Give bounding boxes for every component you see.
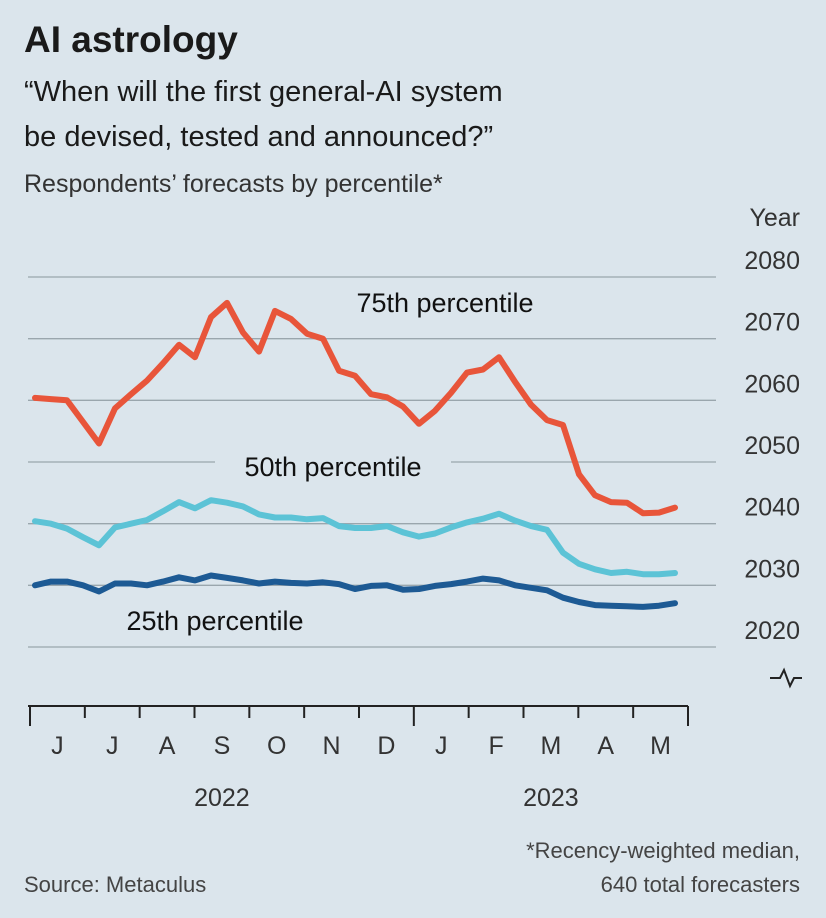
series-label: 75th percentile xyxy=(356,288,533,318)
series-line xyxy=(32,299,678,517)
source: Source: Metaculus xyxy=(24,872,206,897)
y-tick-label: 2070 xyxy=(744,309,800,337)
subtitle-line: be devised, tested and announced?” xyxy=(24,121,493,153)
x-tick-label: M xyxy=(541,732,562,760)
series-line xyxy=(32,572,678,610)
x-tick-label: O xyxy=(267,732,286,760)
year-label: 2022 xyxy=(194,784,250,812)
footnote: 640 total forecasters xyxy=(601,872,800,897)
x-tick-label: F xyxy=(488,732,503,760)
x-tick-label: N xyxy=(323,732,341,760)
x-tick-label: J xyxy=(106,732,119,760)
footnote: *Recency-weighted median, xyxy=(526,838,800,863)
x-tick-label: J xyxy=(435,732,448,760)
x-tick-label: S xyxy=(214,732,231,760)
y-tick-label: 2030 xyxy=(744,555,800,583)
description: Respondents’ forecasts by percentile* xyxy=(24,170,443,198)
subtitle-line: “When will the first general-AI system xyxy=(24,76,503,108)
x-tick-label: A xyxy=(159,732,176,760)
y-tick-label: 2020 xyxy=(744,617,800,645)
x-tick-label: D xyxy=(377,732,395,760)
series-label: 50th percentile xyxy=(244,452,421,482)
label-background xyxy=(215,450,451,486)
year-label: 2023 xyxy=(523,784,579,812)
y-tick-label: 2080 xyxy=(744,247,800,275)
series-label: 25th percentile xyxy=(126,606,303,636)
y-tick-label: 2040 xyxy=(744,494,800,522)
y-axis-label: Year xyxy=(749,204,800,232)
x-tick-label: A xyxy=(597,732,614,760)
chart-title: AI astrology xyxy=(24,19,238,60)
x-tick-label: J xyxy=(51,732,64,760)
y-tick-label: 2050 xyxy=(744,432,800,460)
x-tick-label: M xyxy=(650,732,671,760)
y-tick-label: 2060 xyxy=(744,370,800,398)
axis-break xyxy=(770,667,802,689)
series-line xyxy=(32,497,678,578)
